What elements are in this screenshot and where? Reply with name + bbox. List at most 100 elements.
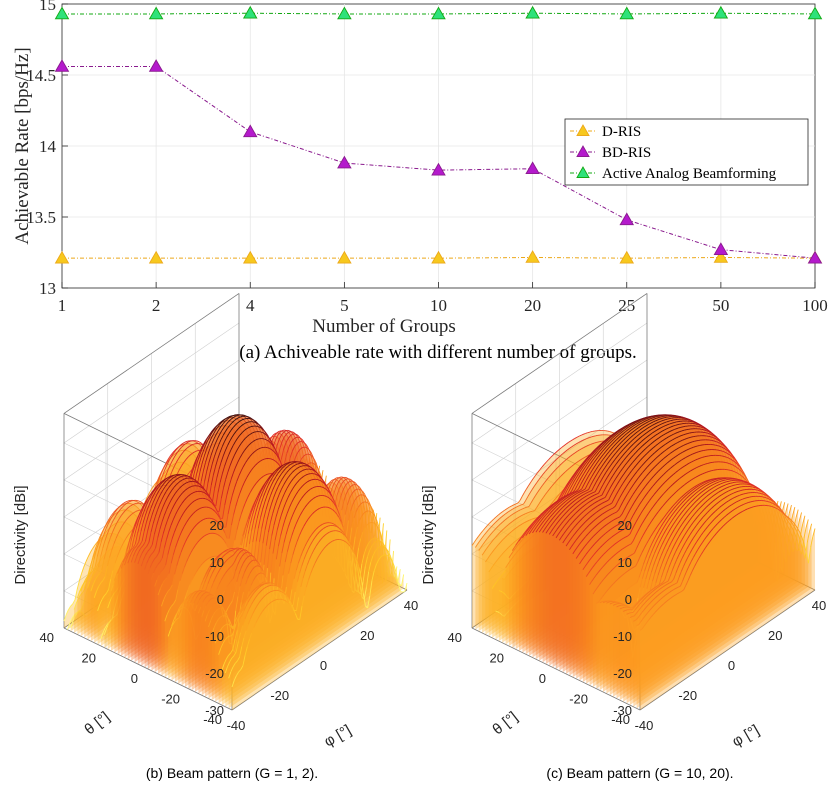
surface-mesh-line (199, 518, 203, 535)
x-axis-label: Number of Groups (312, 316, 456, 337)
surface-mesh-line (265, 582, 268, 584)
data-point-0 (54, 250, 70, 264)
data-point-1 (337, 155, 352, 169)
surface-mesh-line (335, 477, 339, 479)
surface-mesh-line (92, 566, 96, 572)
surface-mesh-line (96, 547, 100, 557)
surface-mesh-line (99, 569, 103, 575)
surface-mesh-line (189, 466, 193, 470)
surface-mesh-line (85, 576, 89, 581)
surface-mesh-line (106, 576, 110, 582)
surface-mesh-line (243, 493, 247, 503)
data-point-1 (148, 59, 164, 72)
surface-mesh-line (171, 452, 175, 457)
surface-mesh-line (371, 521, 374, 524)
surface-mesh-line (97, 537, 101, 544)
surface-mesh-line (587, 431, 591, 434)
surface-mesh-line (170, 464, 173, 468)
surface-mesh-line (207, 471, 211, 482)
surface-mesh-line (141, 503, 144, 505)
surface-mesh-line (114, 512, 118, 515)
data-point-1 (431, 162, 446, 176)
data-point-0 (337, 250, 352, 264)
surface-mesh-line (361, 494, 364, 496)
surface-mesh-line (111, 512, 114, 516)
surface-mesh-line (125, 507, 129, 511)
surface-mesh-line (235, 487, 239, 495)
data-point-0 (619, 250, 635, 264)
surface-mesh-line (87, 581, 91, 589)
surface-mesh-line (351, 480, 354, 483)
data-point-0 (242, 250, 258, 264)
surface-mesh-line (114, 522, 118, 527)
surface-mesh-line (237, 414, 240, 416)
data-point-0 (148, 250, 164, 264)
surface-mesh-line (192, 511, 196, 528)
surface-mesh-line (115, 512, 119, 516)
y-tick-label: 13.5 (26, 208, 56, 227)
surface-mesh-line (376, 540, 379, 542)
surface-mesh-line (134, 502, 137, 505)
surface-mesh-line (66, 623, 70, 630)
surface-mesh-line (607, 430, 610, 433)
surface-mesh-line (110, 531, 114, 538)
theta-tick-label: 0 (131, 671, 138, 686)
surface-mesh-line (180, 452, 184, 456)
surface-mesh-line (93, 604, 97, 609)
x-tick-label: 4 (246, 296, 255, 315)
surface-mesh-line (135, 510, 139, 512)
surface-mesh-line (272, 590, 275, 592)
surface-mesh-line (113, 538, 117, 544)
surface-mesh-line (91, 607, 95, 613)
data-point-2 (242, 5, 258, 19)
x-tick-label: 1 (58, 296, 67, 315)
surface-mesh-line (81, 567, 85, 574)
surface-mesh-line (86, 614, 90, 617)
z-tick-label: -10 (205, 629, 224, 644)
surface-mesh-line (187, 440, 191, 443)
surface-mesh-line (305, 453, 308, 455)
surface-mesh-line (186, 446, 190, 449)
surface-mesh-line (151, 485, 155, 490)
x-tick-label: 100 (802, 296, 828, 315)
surface-mesh-line (188, 450, 192, 454)
surface-mesh-line (98, 582, 102, 587)
data-point-2 (525, 5, 540, 19)
surface-mesh-line (201, 506, 205, 509)
surface-mesh-line (89, 548, 93, 553)
surface-mesh-line (97, 597, 101, 602)
surface-mesh-line (80, 584, 84, 592)
surface-mesh-line (185, 462, 189, 466)
surface-mesh-line (234, 455, 238, 458)
surface-mesh-line (88, 573, 92, 578)
surface-mesh-line (175, 458, 179, 463)
legend-box (564, 118, 809, 186)
surface-mesh-line (165, 458, 169, 464)
surface-mesh-line (223, 472, 227, 482)
surface-mesh-line (385, 554, 388, 556)
surface-mesh-line (288, 431, 292, 433)
surface-mesh-line (170, 452, 174, 456)
surface-mesh-line (348, 478, 351, 480)
surface-mesh-line (123, 501, 126, 504)
surface-mesh-line (78, 573, 82, 582)
z-tick-label: 10 (210, 555, 224, 570)
x-tick-label: 20 (524, 296, 541, 315)
surface-mesh-line (339, 476, 342, 478)
surface-mesh-line (85, 556, 89, 562)
surface-mesh-line (91, 559, 95, 571)
surface-mesh-line (106, 528, 110, 532)
surface-mesh-line (196, 440, 200, 443)
surface-mesh-line (92, 579, 96, 585)
theta-tick-label: -40 (203, 712, 222, 727)
surface-mesh-line (83, 581, 87, 589)
surface-mesh-line (120, 525, 124, 530)
surface-mesh-line (593, 435, 596, 437)
surface-mesh-line (94, 556, 98, 568)
surface-mesh-line (106, 518, 110, 523)
data-point-1 (242, 124, 258, 138)
surface-mesh-line (104, 565, 108, 577)
surface-mesh-line (122, 504, 126, 508)
data-point-1 (525, 161, 540, 175)
